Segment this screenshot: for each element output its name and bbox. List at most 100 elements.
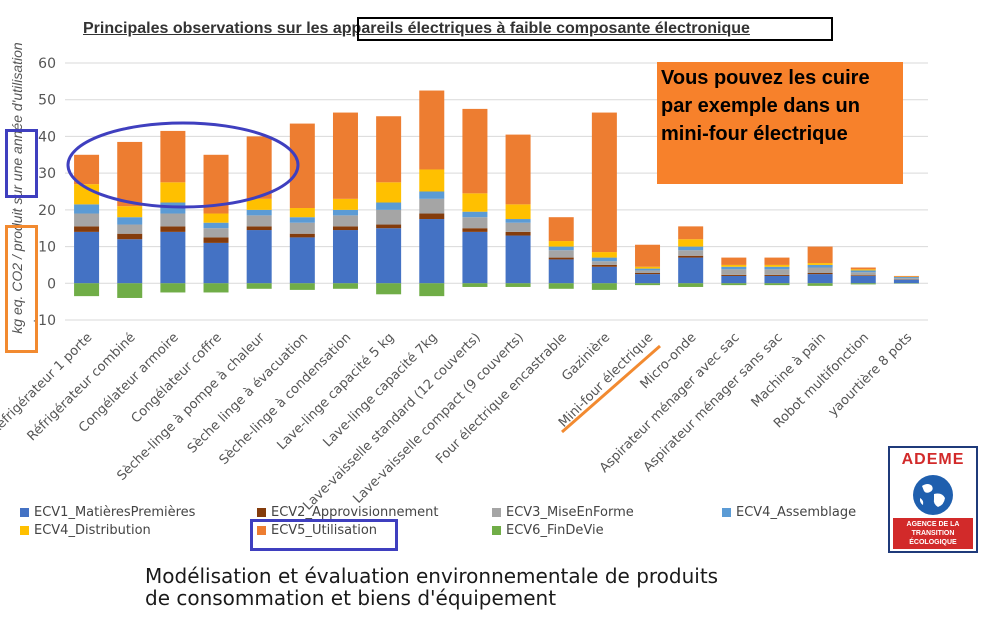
bar-segment: [505, 235, 531, 284]
bar-segment: [246, 283, 272, 289]
bar-segment: [635, 270, 661, 274]
title-highlight-box: [357, 17, 833, 41]
bar-segment: [548, 250, 574, 258]
legend-label: ECV4_Distribution: [34, 523, 151, 538]
bar-segment: [893, 278, 919, 280]
bar-segment: [289, 217, 315, 223]
bar-segment: [893, 277, 919, 279]
x-tick-label: yaourtière 8 pots: [826, 330, 916, 420]
bar-segment: [289, 237, 315, 284]
bar-segment: [160, 130, 186, 183]
bar-segment: [376, 224, 402, 229]
bar-segment: [678, 226, 704, 240]
bar-segment: [160, 231, 186, 284]
bar-segment: [591, 266, 617, 284]
highlight-underline: [561, 344, 661, 434]
bar-segment: [548, 257, 574, 260]
legend-label: ECV2_Approvisionnement: [271, 505, 439, 520]
bar-segment: [807, 283, 833, 286]
bar-segment: [419, 191, 445, 199]
bar-segment: [74, 231, 100, 284]
bar-segment: [203, 283, 229, 293]
bar-segment: [117, 224, 143, 234]
bar-segment: [332, 209, 358, 216]
bar-segment: [807, 267, 833, 274]
bar-segment: [548, 246, 574, 251]
legend-swatch: [492, 508, 501, 517]
bar-segment: [807, 263, 833, 265]
bar-segment: [678, 257, 704, 284]
bar-segment: [376, 209, 402, 225]
bar-segment: [548, 217, 574, 242]
bar-segment: [850, 267, 876, 270]
bar-segment: [548, 283, 574, 289]
bar-segment: [376, 182, 402, 203]
legend-item: ECV3_MiseEnForme: [492, 505, 634, 520]
bar-segment: [850, 269, 876, 271]
bar-segment: [246, 136, 272, 199]
footer-line-1: Modélisation et évaluation environnement…: [145, 564, 719, 588]
bar-segment: [74, 204, 100, 214]
bar-segment: [764, 266, 790, 270]
bar-segment: [376, 202, 402, 210]
bar-segment: [246, 209, 272, 216]
chart-title: Principales observations sur les apparei…: [83, 20, 750, 37]
legend-swatch: [257, 508, 266, 517]
bar-segment: [74, 226, 100, 232]
callout-note: Vous pouvez les cuire par exemple dans u…: [657, 62, 903, 184]
bar-segment: [289, 233, 315, 238]
legend-swatch: [20, 526, 29, 535]
bar-segment: [203, 228, 229, 238]
logo-subtitle: AGENCE DE LA TRANSITION ÉCOLOGIQUE: [893, 518, 973, 549]
bar-segment: [764, 274, 790, 276]
bar-segment: [246, 230, 272, 284]
bar-segment: [591, 252, 617, 258]
bar-segment: [376, 283, 402, 295]
bar-segment: [505, 219, 531, 223]
bar-segment: [635, 268, 661, 271]
bar-segment: [332, 283, 358, 289]
chart-bars: [74, 90, 919, 298]
bar-segment: [74, 154, 100, 185]
bar-segment: [117, 233, 143, 240]
legend-label: ECV5_Utilisation: [271, 523, 378, 538]
bar-segment: [160, 283, 186, 293]
y-tick-label: 60: [38, 56, 56, 72]
bar-segment: [289, 222, 315, 234]
bar-segment: [117, 206, 143, 218]
bar-segment: [721, 283, 747, 286]
legend-label: ECV4_Assemblage: [736, 505, 857, 520]
bar-segment: [419, 90, 445, 170]
y-tick-label: 40: [38, 129, 56, 145]
y-tick-label: 0: [47, 276, 56, 292]
bar-segment: [591, 283, 617, 290]
bar-segment: [764, 283, 790, 286]
y-tick-label: -10: [33, 313, 56, 329]
legend-label: ECV3_MiseEnForme: [506, 505, 634, 520]
legend-swatch: [492, 526, 501, 535]
bar-segment: [678, 283, 704, 287]
legend-swatch: [20, 508, 29, 517]
bar-segment: [721, 275, 747, 284]
bar-segment: [764, 264, 790, 267]
bar-segment: [117, 239, 143, 284]
logo-name: ADEME: [890, 448, 976, 472]
bar-segment: [74, 283, 100, 297]
bar-segment: [117, 141, 143, 207]
bar-segment: [764, 257, 790, 265]
bar-segment: [419, 283, 445, 297]
y-tick-label: 20: [38, 203, 56, 219]
bar-segment: [678, 255, 704, 258]
bar-segment: [678, 246, 704, 251]
bar-segment: [74, 184, 100, 205]
bar-segment: [332, 226, 358, 231]
legend-swatch: [722, 508, 731, 517]
bar-segment: [160, 226, 186, 232]
bar-segment: [462, 108, 488, 194]
highlight-ellipse: [66, 121, 300, 209]
bar-segment: [807, 246, 833, 264]
footer-caption: Modélisation et évaluation environnement…: [145, 565, 718, 609]
bar-segment: [462, 211, 488, 218]
legend-item: ECV5_Utilisation: [257, 523, 377, 538]
y-tick-label: 50: [38, 93, 56, 109]
